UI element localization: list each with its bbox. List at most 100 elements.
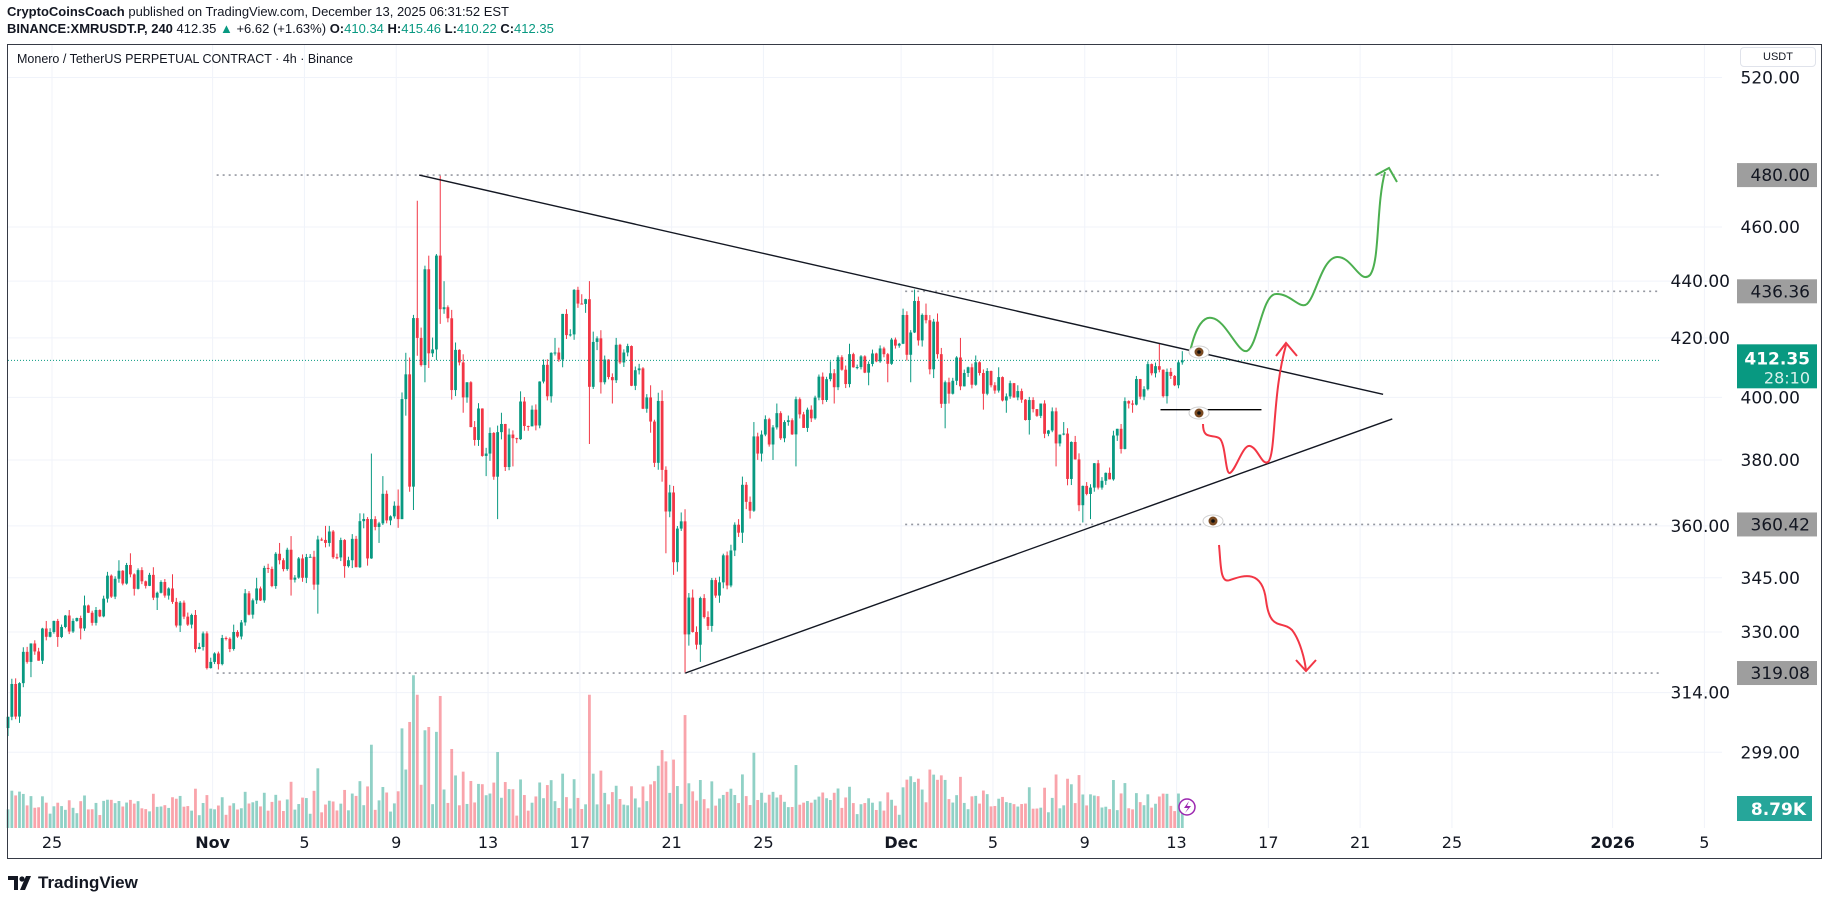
volume-bar xyxy=(262,792,266,828)
candle-body xyxy=(542,364,545,382)
y-tick-label: 420.00 xyxy=(1671,329,1730,349)
last-price: 412.35 xyxy=(176,21,217,36)
candle-body xyxy=(1077,459,1081,506)
volume-bar xyxy=(301,797,304,828)
volume-bar xyxy=(932,774,936,828)
x-tick-label: 5 xyxy=(299,833,309,852)
candle-body xyxy=(1157,366,1161,370)
volume-bar xyxy=(878,801,882,828)
candle-body xyxy=(1108,472,1112,480)
volume-bar xyxy=(457,805,461,828)
candle-body xyxy=(981,372,985,394)
volume-bar xyxy=(1161,793,1165,828)
volume-bar xyxy=(392,803,396,828)
candle-body xyxy=(1012,383,1016,398)
volume-bar xyxy=(461,771,465,828)
volume-bar xyxy=(480,784,484,828)
volume-bar xyxy=(752,752,756,828)
volume-bar xyxy=(377,800,381,828)
candle-body xyxy=(25,651,29,662)
volume-bar xyxy=(419,784,423,828)
candle-body xyxy=(228,638,232,649)
volume-bar xyxy=(1157,796,1161,828)
volume-bar xyxy=(60,806,63,828)
bullish-path xyxy=(1189,171,1386,353)
volume-bar xyxy=(549,780,553,828)
volume-bar xyxy=(266,810,270,828)
candle-body xyxy=(381,493,385,524)
candle-body xyxy=(412,318,415,487)
volume-bar xyxy=(989,806,993,828)
volume-bar xyxy=(565,797,568,828)
candle-body xyxy=(400,399,404,520)
candle-body xyxy=(622,352,626,363)
candle-body xyxy=(962,372,966,387)
volume-bar xyxy=(297,804,301,828)
volume-bar xyxy=(404,769,408,828)
volume-bar xyxy=(1146,794,1150,828)
volume-bar xyxy=(951,802,955,828)
volume-bar xyxy=(125,802,128,828)
volume-bar xyxy=(897,814,901,828)
candle-body xyxy=(1165,371,1169,397)
volume-bar xyxy=(614,785,618,828)
volume-bar xyxy=(886,792,890,828)
volume-bar xyxy=(855,814,859,828)
candle-body xyxy=(1180,360,1184,363)
volume-bar xyxy=(236,809,239,828)
candle-body xyxy=(725,555,729,586)
candle-body xyxy=(29,643,33,662)
author-name[interactable]: CryptoCoinsCoach xyxy=(7,4,125,19)
currency-button[interactable]: USDT xyxy=(1740,47,1816,67)
candle-body xyxy=(897,343,901,346)
candle-body xyxy=(358,521,362,568)
volume-bar xyxy=(83,795,86,828)
volume-bar xyxy=(1012,804,1016,828)
volume-bar xyxy=(354,795,358,828)
candle-body xyxy=(1050,411,1054,431)
volume-bar xyxy=(412,675,415,828)
candle-body xyxy=(1081,485,1085,506)
candle-body xyxy=(496,432,500,477)
candle-body xyxy=(408,374,412,487)
bullish-arrowhead xyxy=(1375,166,1398,183)
candle-body xyxy=(553,352,557,354)
candle-body xyxy=(347,560,350,567)
candle-body xyxy=(645,397,649,409)
candle-body xyxy=(584,299,587,304)
volume-bar xyxy=(672,759,675,828)
volume-bar xyxy=(591,773,595,828)
candle-body xyxy=(530,409,534,427)
volume-bar xyxy=(813,799,817,828)
volume-bar xyxy=(385,792,389,828)
candle-body xyxy=(1134,379,1138,405)
candle-body xyxy=(515,438,519,440)
candle-body xyxy=(1058,434,1062,444)
volume-bar xyxy=(362,805,366,828)
volume-bar xyxy=(492,782,496,828)
volume-bar xyxy=(117,801,121,828)
candle-body xyxy=(916,300,920,341)
candle-body xyxy=(614,344,618,381)
candle-body xyxy=(75,618,79,621)
volume-bar xyxy=(10,790,14,828)
volume-bar xyxy=(974,795,978,828)
volume-bar xyxy=(1131,809,1134,828)
volume-bar xyxy=(580,808,584,828)
volume-bar xyxy=(905,779,909,828)
candle-body xyxy=(500,423,503,433)
volume-bar xyxy=(213,809,216,828)
level-badge: 360.42 xyxy=(1751,515,1810,535)
volume-bar xyxy=(607,804,610,828)
volume-bar xyxy=(599,770,603,828)
volume-bar xyxy=(427,727,431,828)
volume-bar xyxy=(848,786,851,828)
volume-bar xyxy=(947,799,951,828)
candle-body xyxy=(1089,487,1092,494)
candle-body xyxy=(98,610,102,617)
volume-bar xyxy=(197,815,201,828)
volume-bar xyxy=(331,801,335,828)
candle-body xyxy=(909,332,913,355)
x-tick-label: 9 xyxy=(391,833,401,852)
